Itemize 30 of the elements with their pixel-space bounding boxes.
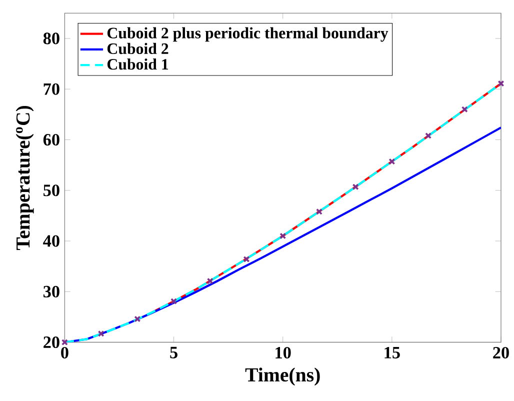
legend-label: Cuboid 1 xyxy=(107,58,168,70)
point xyxy=(134,316,141,322)
point xyxy=(388,158,396,165)
point xyxy=(61,339,68,346)
x-tick-label: 15 xyxy=(384,346,400,358)
y-tick-label: 80 xyxy=(43,32,60,44)
point xyxy=(98,330,104,337)
legend-label: Cuboid 2 plus periodic thermal boundary xyxy=(107,27,388,42)
x-tick-label: 10 xyxy=(276,346,291,359)
y-tick-label: 30 xyxy=(43,286,60,298)
point xyxy=(461,106,468,113)
y-axis-title: Temperature($^{o}$C) xyxy=(16,106,34,250)
point xyxy=(170,298,178,305)
point xyxy=(352,184,359,190)
point xyxy=(316,208,322,215)
x-tick-label: 20 xyxy=(493,346,509,359)
y-tick-label: 60 xyxy=(43,134,60,146)
point xyxy=(280,232,286,240)
point xyxy=(243,256,250,263)
point xyxy=(206,278,214,284)
y-tick-label: 20 xyxy=(44,336,60,348)
point xyxy=(498,80,504,87)
y-tick-label: 40 xyxy=(43,235,60,247)
y-tick-label: 70 xyxy=(44,83,60,95)
x-tick-label: 5 xyxy=(170,346,178,358)
x-tick-label: 0 xyxy=(61,346,68,359)
y-tick-label: 50 xyxy=(44,184,60,196)
x-axis-title: Time(ns) xyxy=(245,368,320,386)
legend-label: Cuboid 2 xyxy=(107,42,168,54)
point xyxy=(425,132,432,139)
